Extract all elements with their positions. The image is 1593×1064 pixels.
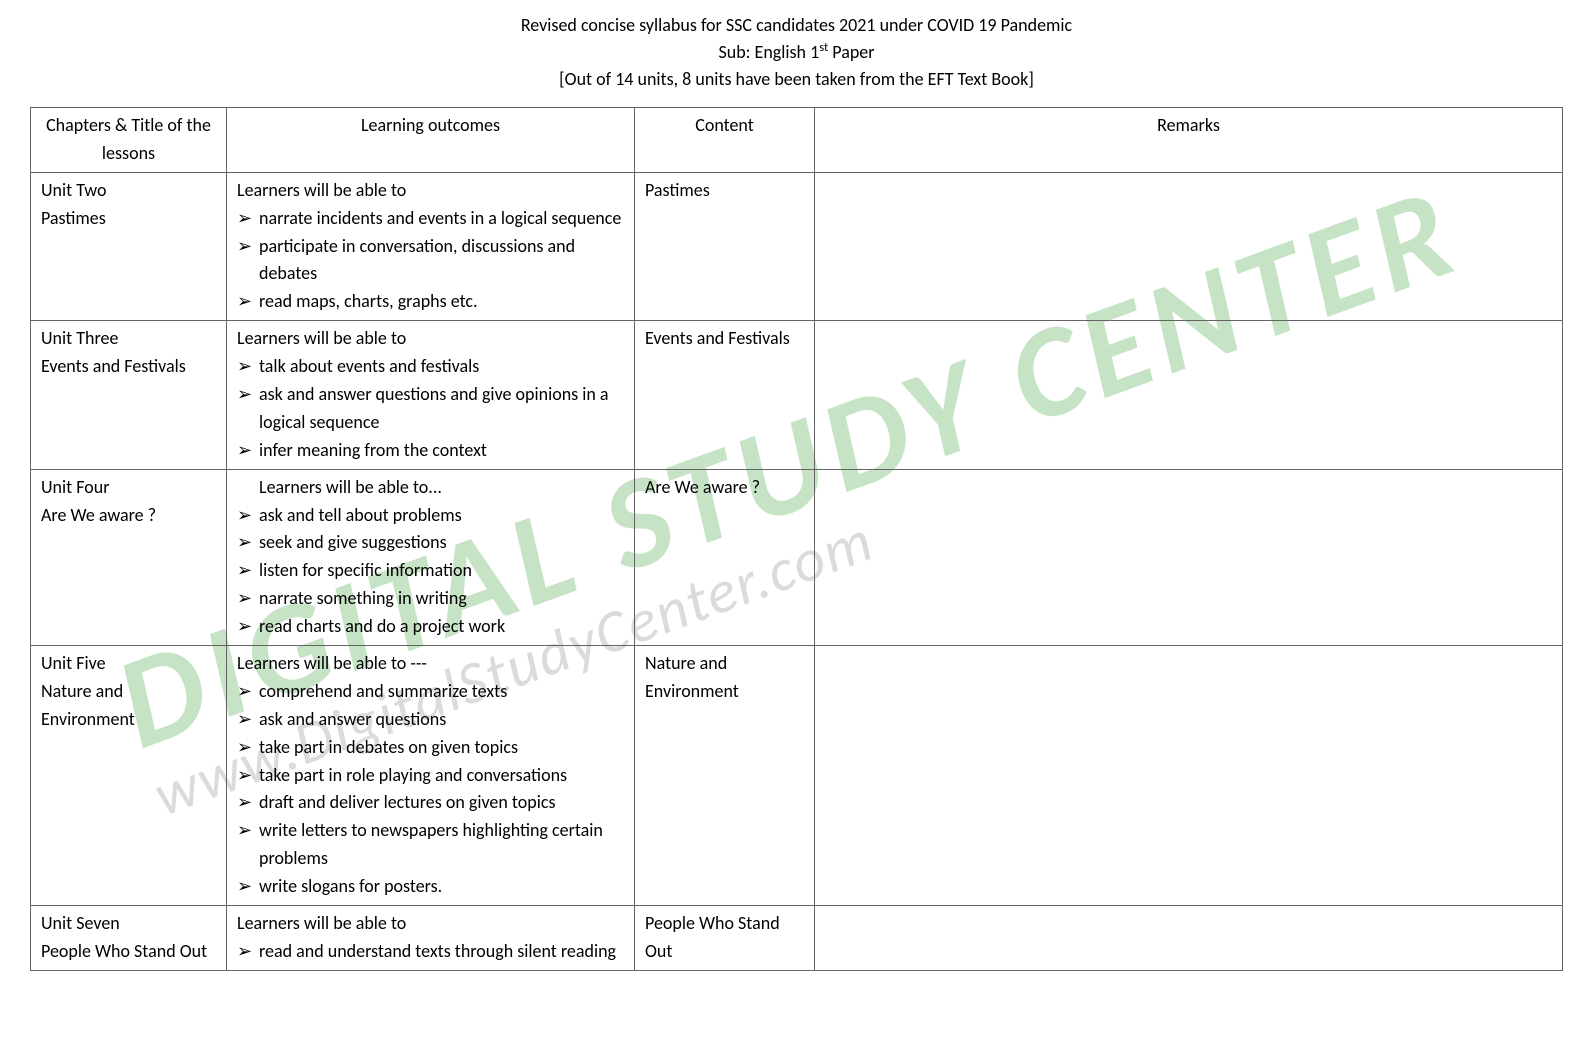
cell-outcomes: Learners will be able to ---comprehend a… xyxy=(227,646,635,906)
cell-outcomes: Learners will be able toread and underst… xyxy=(227,906,635,971)
cell-content: Nature and Environment xyxy=(635,646,815,906)
chapter-unit: Unit Three xyxy=(41,325,216,353)
outcome-item: read charts and do a project work xyxy=(237,613,624,641)
cell-content: Events and Festivals xyxy=(635,321,815,469)
chapter-title: Events and Festivals xyxy=(41,353,216,381)
cell-content: People Who Stand Out xyxy=(635,906,815,971)
outcome-item: participate in conversation, discussions… xyxy=(237,233,624,289)
cell-content: Are We aware ? xyxy=(635,469,815,645)
table-row: Unit FiveNature and EnvironmentLearners … xyxy=(31,646,1563,906)
table-row: Unit SevenPeople Who Stand OutLearners w… xyxy=(31,906,1563,971)
cell-content: Pastimes xyxy=(635,172,815,320)
outcomes-bullets: read and understand texts through silent… xyxy=(237,938,624,966)
cell-remarks xyxy=(815,646,1563,906)
outcomes-bullets: talk about events and festivalsask and a… xyxy=(237,353,624,465)
cell-chapter: Unit SevenPeople Who Stand Out xyxy=(31,906,227,971)
chapter-unit: Unit Four xyxy=(41,474,216,502)
col-content-header: Content xyxy=(635,108,815,173)
col-outcomes-header: Learning outcomes xyxy=(227,108,635,173)
cell-chapter: Unit FourAre We aware ? xyxy=(31,469,227,645)
chapter-title: Are We aware ? xyxy=(41,502,216,530)
outcome-item: listen for specific information xyxy=(237,557,624,585)
cell-chapter: Unit ThreeEvents and Festivals xyxy=(31,321,227,469)
table-header-row: Chapters & Title of the lessons Learning… xyxy=(31,108,1563,173)
document-header: Revised concise syllabus for SSC candida… xyxy=(30,12,1563,93)
outcomes-intro: Learners will be able to xyxy=(237,177,624,205)
cell-remarks xyxy=(815,906,1563,971)
cell-remarks xyxy=(815,321,1563,469)
chapter-title: Nature and Environment xyxy=(41,678,216,734)
col-chapter-header: Chapters & Title of the lessons xyxy=(31,108,227,173)
outcome-item: comprehend and summarize texts xyxy=(237,678,624,706)
outcomes-intro: Learners will be able to xyxy=(237,910,624,938)
header-subject: Sub: English 1st Paper xyxy=(30,39,1563,66)
syllabus-table: Chapters & Title of the lessons Learning… xyxy=(30,107,1563,971)
outcome-item: take part in role playing and conversati… xyxy=(237,762,624,790)
outcome-item: ask and tell about problems xyxy=(237,502,624,530)
chapter-title: People Who Stand Out xyxy=(41,938,216,966)
outcome-item: write letters to newspapers highlighting… xyxy=(237,817,624,873)
outcome-item: narrate incidents and events in a logica… xyxy=(237,205,624,233)
outcomes-bullets: narrate incidents and events in a logica… xyxy=(237,205,624,317)
col-remarks-header: Remarks xyxy=(815,108,1563,173)
table-row: Unit ThreeEvents and FestivalsLearners w… xyxy=(31,321,1563,469)
outcomes-intro: Learners will be able to... xyxy=(237,474,624,502)
chapter-unit: Unit Five xyxy=(41,650,216,678)
chapter-unit: Unit Two xyxy=(41,177,216,205)
outcome-item: read maps, charts, graphs etc. xyxy=(237,288,624,316)
outcome-item: seek and give suggestions xyxy=(237,529,624,557)
outcome-item: ask and answer questions and give opinio… xyxy=(237,381,624,437)
cell-outcomes: Learners will be able tonarrate incident… xyxy=(227,172,635,320)
table-row: Unit TwoPastimesLearners will be able to… xyxy=(31,172,1563,320)
outcome-item: write slogans for posters. xyxy=(237,873,624,901)
outcomes-intro: Learners will be able to xyxy=(237,325,624,353)
outcome-item: read and understand texts through silent… xyxy=(237,938,624,966)
cell-remarks xyxy=(815,469,1563,645)
outcomes-intro: Learners will be able to --- xyxy=(237,650,624,678)
document-content: Revised concise syllabus for SSC candida… xyxy=(30,12,1563,971)
outcomes-bullets: ask and tell about problemsseek and give… xyxy=(237,502,624,641)
cell-outcomes: Learners will be able to...ask and tell … xyxy=(227,469,635,645)
outcome-item: ask and answer questions xyxy=(237,706,624,734)
header-title: Revised concise syllabus for SSC candida… xyxy=(30,12,1563,39)
chapter-unit: Unit Seven xyxy=(41,910,216,938)
header-note: [Out of 14 units, 8 units have been take… xyxy=(30,66,1563,93)
cell-outcomes: Learners will be able totalk about event… xyxy=(227,321,635,469)
outcomes-bullets: comprehend and summarize textsask and an… xyxy=(237,678,624,901)
table-row: Unit FourAre We aware ?Learners will be … xyxy=(31,469,1563,645)
cell-chapter: Unit TwoPastimes xyxy=(31,172,227,320)
outcome-item: talk about events and festivals xyxy=(237,353,624,381)
chapter-title: Pastimes xyxy=(41,205,216,233)
outcome-item: take part in debates on given topics xyxy=(237,734,624,762)
outcome-item: draft and deliver lectures on given topi… xyxy=(237,789,624,817)
cell-chapter: Unit FiveNature and Environment xyxy=(31,646,227,906)
cell-remarks xyxy=(815,172,1563,320)
outcome-item: narrate something in writing xyxy=(237,585,624,613)
outcome-item: infer meaning from the context xyxy=(237,437,624,465)
